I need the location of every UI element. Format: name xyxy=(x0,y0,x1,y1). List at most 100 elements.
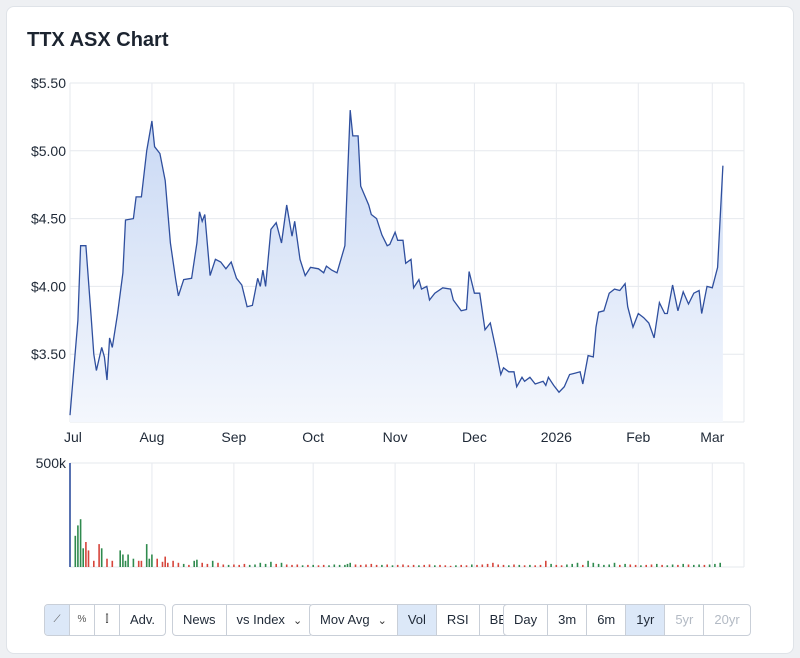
volume-bar xyxy=(449,565,452,567)
volume-bar xyxy=(74,535,77,567)
volume-bar xyxy=(597,563,600,567)
volume-bar xyxy=(529,564,531,567)
volume-bar xyxy=(576,562,579,567)
1yr-button[interactable]: 1yr xyxy=(626,605,666,635)
volume-bar xyxy=(571,563,573,567)
volume-bar xyxy=(69,463,71,567)
volume-bar xyxy=(291,564,293,567)
volume-bar xyxy=(111,560,114,567)
volume-bar xyxy=(254,564,256,567)
y-tick-label: $5.50 xyxy=(31,75,66,91)
volume-bar xyxy=(513,564,515,567)
volume-bar xyxy=(98,544,100,567)
volume-bar xyxy=(201,562,203,567)
volume-bar xyxy=(106,558,108,567)
volume-bar xyxy=(156,558,158,567)
rsi-label: RSI xyxy=(446,612,469,627)
day-label: Day xyxy=(514,612,538,627)
volume-bar xyxy=(693,564,695,567)
volume-bar xyxy=(344,564,346,567)
volume-bar xyxy=(455,565,457,567)
volume-bar xyxy=(375,564,378,567)
volume-bar xyxy=(428,564,431,567)
volume-bar xyxy=(587,560,589,567)
y-tick-label: $3.50 xyxy=(31,346,66,362)
chevron-down-icon: ⌄ xyxy=(377,615,387,627)
volume-bar xyxy=(666,565,669,567)
volume-bar xyxy=(481,564,484,567)
date-x-axis: Jul Aug Sep Oct Nov Dec 2026 Feb Mar xyxy=(64,429,725,445)
volume-bar xyxy=(122,554,124,567)
volume-bar xyxy=(177,562,180,567)
volume-bar xyxy=(656,563,658,567)
volume-bar xyxy=(471,564,473,567)
volume-bar xyxy=(381,564,383,567)
volume-bar xyxy=(492,562,494,567)
toolbar-group-1: News vs Index ⌄ xyxy=(172,604,314,636)
6m-button[interactable]: 6m xyxy=(587,605,627,635)
volume-bar xyxy=(145,544,148,567)
volume-bar xyxy=(592,562,595,567)
volume-bar xyxy=(365,564,367,567)
price-line-series xyxy=(69,110,724,416)
toolbar-group-0: ⟋% ⫿ Adv. xyxy=(44,604,167,636)
volume-bar xyxy=(555,564,558,567)
candlestick-button[interactable]: ⫿ xyxy=(95,605,120,635)
volume-bar xyxy=(486,563,489,567)
adv-label: Adv. xyxy=(130,612,156,627)
volume-bar xyxy=(296,564,299,567)
volume-bar xyxy=(460,564,462,567)
day-button[interactable]: Day xyxy=(504,605,549,635)
5yr-button: 5yr xyxy=(665,605,705,635)
volume-bar xyxy=(79,519,82,567)
volume-bar xyxy=(719,562,721,567)
x-tick-label: Feb xyxy=(626,429,650,445)
volume-bar xyxy=(698,564,700,567)
x-tick-label: Aug xyxy=(139,429,164,445)
rsi-button[interactable]: RSI xyxy=(437,605,480,635)
volume-bar xyxy=(132,558,135,567)
volume-bar xyxy=(333,564,336,567)
volume-bar xyxy=(161,561,164,567)
news-button[interactable]: News xyxy=(173,605,227,635)
bb-button[interactable]: BB xyxy=(480,605,517,635)
volume-bars xyxy=(69,463,721,567)
volume-bar xyxy=(264,563,267,567)
volume-bar xyxy=(193,560,195,567)
vs-index-button[interactable]: vs Index ⌄ xyxy=(227,605,313,635)
volume-bar xyxy=(613,562,616,567)
volume-bar xyxy=(322,564,325,567)
volume-bar xyxy=(523,565,526,567)
volume-bar xyxy=(346,563,349,567)
line-chart-button[interactable]: ⟋ xyxy=(45,605,70,635)
volume-bar xyxy=(439,564,441,567)
volume-bar xyxy=(227,564,230,567)
x-tick-label: Jul xyxy=(64,429,82,445)
volume-bar xyxy=(391,565,394,567)
6m-label: 6m xyxy=(597,612,616,627)
volume-tick-label: 500k xyxy=(36,455,67,471)
volume-bar xyxy=(151,554,153,567)
volume-bar xyxy=(301,565,304,567)
adv-button[interactable]: Adv. xyxy=(120,605,165,635)
line-chart-icon: ⟋ xyxy=(53,614,61,625)
3m-button[interactable]: 3m xyxy=(548,605,588,635)
percent-button[interactable]: % xyxy=(70,605,95,635)
volume-bar xyxy=(608,564,610,567)
volume-bar xyxy=(354,564,357,567)
volume-bar xyxy=(275,563,277,567)
price-y-axis: $3.50 $4.00 $4.50 $5.00 $5.50 xyxy=(31,75,66,362)
volume-bar xyxy=(137,560,140,567)
chart-svg[interactable]: $3.50 $4.00 $4.50 $5.00 $5.50 Jul Aug Sep Oct No… xyxy=(0,0,800,600)
mov-avg-button[interactable]: Mov Avg ⌄ xyxy=(310,605,398,635)
vol-button[interactable]: Vol xyxy=(397,605,437,635)
volume-bar xyxy=(359,564,362,567)
volume-bar xyxy=(624,563,626,567)
volume-bar xyxy=(285,564,288,567)
volume-bar xyxy=(77,525,79,567)
price-area-fill xyxy=(70,110,723,422)
y-tick-label: $4.00 xyxy=(31,278,66,294)
volume-bar xyxy=(560,565,563,567)
vol-label: Vol xyxy=(407,612,426,627)
bb-label: BB xyxy=(489,612,507,627)
